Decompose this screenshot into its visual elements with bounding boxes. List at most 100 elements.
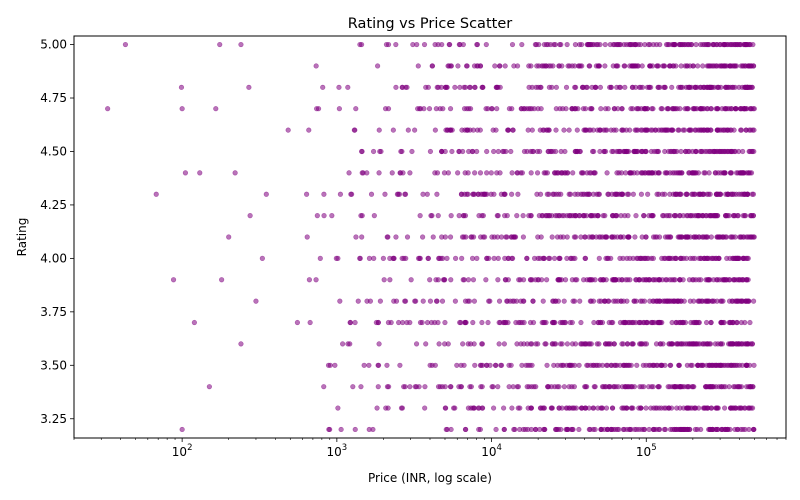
- scatter-points: [105, 41, 757, 433]
- scatter-point: [745, 255, 751, 261]
- scatter-point: [433, 277, 439, 283]
- scatter-point: [548, 384, 555, 390]
- scatter-point: [603, 341, 609, 347]
- scatter-point: [615, 384, 621, 390]
- scatter-point: [750, 41, 756, 48]
- scatter-point: [321, 213, 327, 219]
- scatter-point: [420, 298, 426, 304]
- scatter-point: [706, 255, 712, 261]
- scatter-point: [542, 341, 548, 347]
- scatter-point: [689, 362, 695, 368]
- scatter-point: [385, 319, 392, 326]
- scatter-point: [345, 341, 351, 347]
- scatter-point: [474, 148, 480, 155]
- scatter-point: [170, 277, 177, 283]
- scatter-point: [576, 362, 582, 368]
- scatter-point: [696, 277, 702, 283]
- scatter-point: [665, 255, 671, 261]
- scatter-point: [644, 84, 651, 90]
- scatter-point: [502, 63, 508, 69]
- scatter-point: [609, 148, 615, 155]
- scatter-point: [747, 170, 753, 176]
- scatter-point: [447, 106, 454, 112]
- scatter-point: [577, 298, 583, 304]
- scatter-point: [716, 255, 722, 261]
- scatter-point: [455, 63, 461, 69]
- scatter-point: [435, 213, 441, 219]
- scatter-point: [552, 170, 558, 176]
- scatter-point: [655, 84, 661, 90]
- y-tick-label: 3.75: [40, 305, 67, 319]
- scatter-point: [650, 426, 657, 433]
- scatter-point: [611, 127, 617, 133]
- scatter-point: [693, 148, 699, 155]
- scatter-point: [587, 277, 593, 283]
- scatter-point: [552, 213, 559, 219]
- scatter-point: [525, 362, 531, 368]
- scatter-point: [533, 41, 539, 48]
- scatter-point: [397, 170, 403, 176]
- scatter-point: [750, 191, 757, 197]
- scatter-point: [630, 405, 636, 411]
- scatter-point: [698, 426, 704, 433]
- scatter-point: [421, 106, 427, 112]
- scatter-point: [462, 84, 469, 90]
- scatter-point: [609, 405, 616, 411]
- scatter-point: [660, 63, 666, 69]
- scatter-point: [561, 127, 567, 133]
- scatter-point: [609, 191, 615, 197]
- scatter-point: [628, 362, 634, 368]
- scatter-point: [650, 41, 657, 48]
- scatter-point: [644, 255, 650, 261]
- scatter-point: [518, 298, 524, 304]
- scatter-point: [587, 170, 593, 176]
- scatter-point: [434, 170, 441, 176]
- scatter-point: [553, 127, 559, 133]
- scatter-point: [693, 41, 699, 48]
- scatter-point: [662, 84, 668, 90]
- scatter-point: [543, 213, 550, 219]
- scatter-point: [685, 405, 692, 411]
- scatter-point: [689, 41, 695, 48]
- scatter-point: [206, 384, 212, 390]
- scatter-point: [686, 148, 692, 155]
- scatter-point: [519, 362, 525, 368]
- scatter-point: [543, 127, 550, 133]
- scatter-point: [597, 234, 604, 240]
- scatter-point: [735, 213, 741, 219]
- scatter-point: [629, 84, 636, 90]
- scatter-point: [569, 426, 575, 433]
- scatter-point: [602, 63, 608, 69]
- scatter-point: [509, 255, 515, 261]
- scatter-point: [733, 191, 739, 197]
- scatter-point: [584, 384, 590, 390]
- scatter-point: [574, 127, 580, 133]
- scatter-point: [592, 426, 598, 433]
- scatter-point: [678, 63, 684, 69]
- scatter-point: [724, 255, 730, 261]
- scatter-point: [745, 63, 752, 69]
- scatter-point: [470, 277, 477, 283]
- scatter-point: [655, 319, 662, 326]
- scatter-point: [561, 298, 567, 304]
- scatter-point: [751, 362, 757, 368]
- scatter-point: [197, 170, 203, 176]
- scatter-point: [607, 384, 613, 390]
- scatter-point: [462, 298, 469, 304]
- scatter-point: [391, 298, 397, 304]
- scatter-point: [739, 84, 745, 90]
- scatter-point: [528, 341, 534, 347]
- scatter-point: [602, 106, 609, 112]
- scatter-point: [452, 84, 458, 90]
- scatter-point: [712, 341, 718, 347]
- scatter-point: [615, 41, 621, 48]
- scatter-point: [533, 426, 539, 433]
- scatter-point: [402, 298, 409, 304]
- scatter-point: [629, 341, 635, 347]
- scatter-point: [714, 405, 720, 411]
- scatter-point: [711, 148, 717, 155]
- scatter-point: [477, 63, 484, 69]
- scatter-point: [729, 148, 735, 155]
- scatter-point: [470, 319, 476, 326]
- scatter-point: [720, 234, 727, 240]
